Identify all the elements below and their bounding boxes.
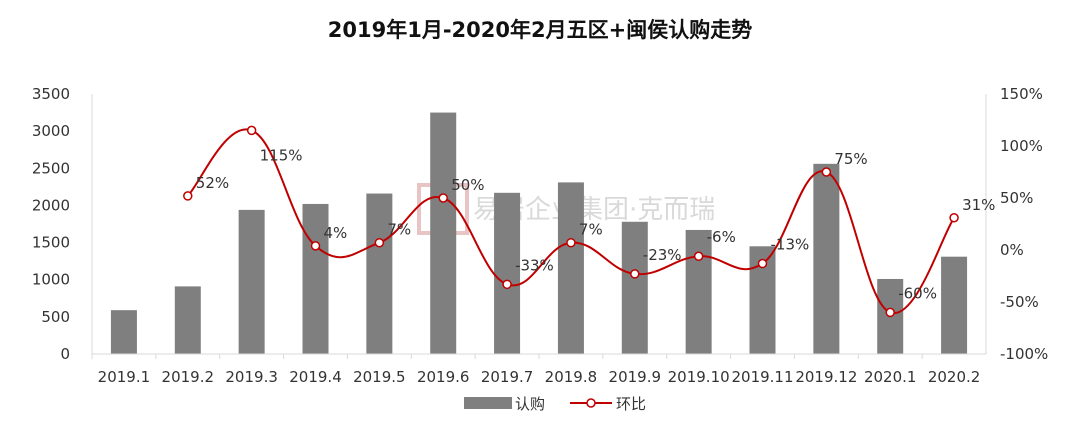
x-tick-label: 2019.3 xyxy=(225,368,278,386)
right-tick-label: 150% xyxy=(1000,85,1043,103)
line-point-2019.9 xyxy=(630,269,640,279)
bar-2019.7 xyxy=(494,192,521,354)
bar-2019.5 xyxy=(366,193,393,354)
line-point-2019.3 xyxy=(246,125,257,136)
left-tick-label: 2000 xyxy=(32,196,70,214)
x-tick-label: 2019.1 xyxy=(98,368,151,386)
right-tick-label: 50% xyxy=(1000,189,1033,207)
bar-2019.1 xyxy=(110,310,137,354)
x-tick-label: 2019.2 xyxy=(162,368,215,386)
right-tick-label: 0% xyxy=(1000,241,1024,259)
data-label-2020.2: 31% xyxy=(962,196,995,214)
bar-2020.2 xyxy=(941,256,968,354)
data-label-2019.12: 75% xyxy=(834,150,867,168)
x-tick-label: 2020.2 xyxy=(928,368,981,386)
bar-2019.12 xyxy=(813,163,840,354)
right-tick-label: -100% xyxy=(1000,345,1048,363)
right-tick-label: -50% xyxy=(1000,293,1039,311)
line-point-2020.1 xyxy=(885,307,895,318)
legend-bar-swatch xyxy=(464,397,512,409)
left-tick-label: 0 xyxy=(60,345,70,363)
data-label-2019.6: 50% xyxy=(451,176,484,194)
data-label-2019.11: -13% xyxy=(771,236,810,254)
legend: 认购 环比 xyxy=(464,395,646,413)
left-tick-label: 3500 xyxy=(32,85,70,103)
left-tick-label: 2500 xyxy=(32,159,70,177)
data-label-2019.7: -33% xyxy=(515,256,554,274)
bar-2019.6 xyxy=(430,112,457,354)
data-label-2019.4: 4% xyxy=(324,224,348,242)
bar-2019.9 xyxy=(621,221,648,354)
bar-2019.4 xyxy=(302,203,329,354)
data-label-2019.5: 7% xyxy=(387,221,411,239)
line-point-2019.12 xyxy=(821,167,832,177)
x-tick-label: 2019.4 xyxy=(289,368,342,386)
line-point-2019.5 xyxy=(374,237,385,248)
x-tick-label: 2019.12 xyxy=(795,368,857,386)
x-tick-label: 2019.9 xyxy=(609,368,662,386)
data-label-2019.8: 7% xyxy=(579,221,603,239)
bar-2019.2 xyxy=(174,286,201,354)
x-tick-label: 2019.8 xyxy=(545,368,598,386)
legend-line-label: 环比 xyxy=(616,395,646,413)
line-point-2020.2 xyxy=(949,213,959,223)
line-point-2019.4 xyxy=(310,241,321,251)
line-point-2019.6 xyxy=(438,193,448,203)
x-tick-label: 2020.1 xyxy=(864,368,917,386)
line-point-2019.10 xyxy=(693,251,704,261)
left-tick-label: 1000 xyxy=(32,271,70,289)
x-tick-label: 2019.11 xyxy=(731,368,793,386)
data-label-2020.1: -60% xyxy=(898,284,937,302)
line-point-2019.2 xyxy=(183,191,193,201)
left-tick-label: 1500 xyxy=(32,234,70,252)
x-tick-label: 2019.6 xyxy=(417,368,470,386)
bar-2019.3 xyxy=(238,209,265,354)
legend-line-marker xyxy=(586,398,596,408)
bar-2019.10 xyxy=(685,229,712,354)
x-tick-label: 2019.5 xyxy=(353,368,406,386)
x-tick-label: 2019.10 xyxy=(668,368,730,386)
data-label-2019.10: -6% xyxy=(707,228,736,246)
line-point-2019.11 xyxy=(757,258,768,269)
data-label-2019.9: -23% xyxy=(643,246,682,264)
legend-bar-label: 认购 xyxy=(515,395,545,413)
chart-title: 2019年1月-2020年2月五区+闽侯认购走势 xyxy=(328,18,752,42)
data-label-2019.3: 115% xyxy=(260,146,303,164)
line-point-2019.7 xyxy=(502,279,512,290)
left-tick-label: 3000 xyxy=(32,122,70,140)
line-point-2019.8 xyxy=(566,237,576,248)
bar-2019.8 xyxy=(557,182,584,354)
left-tick-label: 500 xyxy=(41,308,70,326)
x-tick-label: 2019.7 xyxy=(481,368,534,386)
right-tick-label: 100% xyxy=(1000,137,1043,155)
data-label-2019.2: 52% xyxy=(196,174,229,192)
